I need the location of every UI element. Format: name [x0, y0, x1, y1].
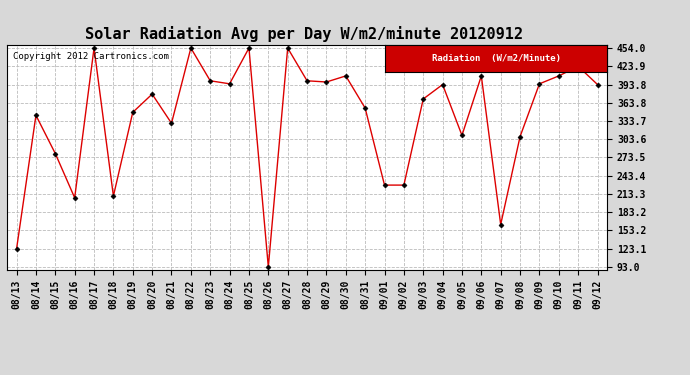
Text: Solar Radiation Avg per Day W/m2/minute 20120912: Solar Radiation Avg per Day W/m2/minute …: [85, 26, 522, 42]
Text: Copyright 2012 Cartronics.com: Copyright 2012 Cartronics.com: [13, 52, 169, 61]
